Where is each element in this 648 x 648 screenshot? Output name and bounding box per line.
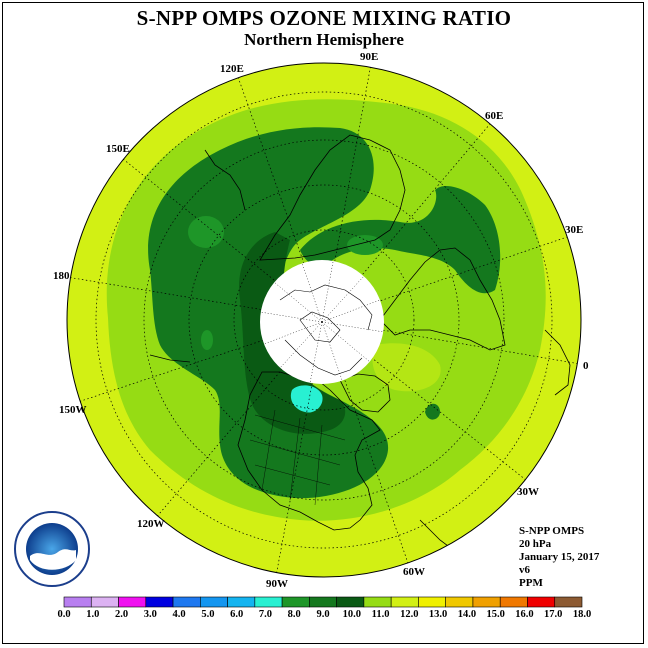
colorbar-swatch xyxy=(145,596,174,608)
colorbar-tick-label: 16.0 xyxy=(515,609,534,620)
colorbar-swatch xyxy=(363,596,392,608)
info-units: PPM xyxy=(519,577,543,589)
lon-label-120e: 120E xyxy=(220,63,244,75)
lon-label-90w: 90W xyxy=(266,578,288,590)
info-instrument: S-NPP OMPS xyxy=(519,525,585,537)
lon-label-150w: 150W xyxy=(59,404,87,416)
colorbar-tick-label: 11.0 xyxy=(371,609,390,620)
colorbar-swatch xyxy=(281,596,310,608)
colorbar-swatch xyxy=(390,596,419,608)
colorbar-tick-label: 13.0 xyxy=(428,609,448,620)
ozone-patch-hudson-bay xyxy=(290,385,323,413)
lon-label-30w: 30W xyxy=(517,486,539,498)
colorbar-swatch xyxy=(336,596,365,608)
map-outline xyxy=(66,62,582,578)
colorbar-tick-label: 10.0 xyxy=(342,609,361,620)
state-borders xyxy=(249,409,346,506)
latitude-circles xyxy=(95,91,553,549)
ozone-patch-alaska xyxy=(201,330,213,350)
colorbar-tick-label: 5.0 xyxy=(201,609,215,620)
colorbar-swatch xyxy=(200,596,228,608)
lon-label-30e: 30E xyxy=(565,224,584,236)
lon-label-60w: 60W xyxy=(403,566,425,578)
colorbar-tick-label: 1.0 xyxy=(86,609,100,620)
info-version: v6 xyxy=(519,564,530,576)
colorbar-tick-label: 0.0 xyxy=(57,609,71,620)
coastlines xyxy=(149,134,571,576)
colorbar-swatch xyxy=(172,596,201,608)
ozone-patch-pacific xyxy=(188,216,224,248)
noaa-logo xyxy=(14,511,90,587)
page-title: S-NPP OMPS OZONE MIXING RATIO xyxy=(136,6,512,30)
colorbar-swatch xyxy=(418,596,446,608)
ozone-band-9-10-core xyxy=(239,232,346,434)
colorbar-tick-label: 17.0 xyxy=(544,609,563,620)
lon-label-180: 180 xyxy=(53,270,70,282)
polar-meridians xyxy=(259,261,385,384)
colorbar-tick-label: 14.0 xyxy=(457,609,477,620)
colorbar-swatch xyxy=(254,596,283,608)
colorbar-tick-label: 9.0 xyxy=(316,609,330,620)
lon-label-0: 0 xyxy=(583,360,589,372)
colorbar-tick-label: 3.0 xyxy=(143,609,157,620)
colorbar-swatch xyxy=(527,596,556,608)
colorbar-swatch xyxy=(227,596,256,608)
colorbar-tick-label: 12.0 xyxy=(400,609,419,620)
colorbar-tick-label: 6.0 xyxy=(230,609,244,620)
info-level: 20 hPa xyxy=(519,538,552,550)
colorbar-swatch xyxy=(90,596,119,608)
ozone-patch-east xyxy=(425,403,440,420)
colorbar-swatch xyxy=(499,596,528,608)
colorbar-tick-label: 2.0 xyxy=(114,609,129,620)
colorbar-swatch xyxy=(472,596,501,608)
colorbar-swatch xyxy=(309,596,337,608)
colorbar-tick-label: 8.0 xyxy=(287,609,301,620)
colorbar-swatch xyxy=(63,596,92,608)
colorbar-tick-label: 7.0 xyxy=(258,609,272,620)
colorbar-swatch xyxy=(445,596,474,608)
colorbar-tick-label: 18.0 xyxy=(572,609,592,620)
polar-coastlines xyxy=(279,284,373,376)
lon-label-60e: 60E xyxy=(485,110,504,122)
lon-label-90e: 90E xyxy=(360,51,379,63)
lon-label-150e: 150E xyxy=(106,143,130,155)
colorbar-tick-label: 4.0 xyxy=(172,609,186,620)
ozone-band-light-east xyxy=(372,343,441,392)
colorbar-tick-label: 15.0 xyxy=(486,609,505,620)
colorbar xyxy=(63,596,583,608)
page-subtitle: Northern Hemisphere xyxy=(244,30,404,49)
colorbar-swatch xyxy=(554,596,583,608)
ozone-band-9-10-europe xyxy=(300,185,501,294)
lon-label-120w: 120W xyxy=(137,518,165,530)
colorbar-swatch xyxy=(118,596,147,608)
info-date: January 15, 2017 xyxy=(519,551,600,563)
